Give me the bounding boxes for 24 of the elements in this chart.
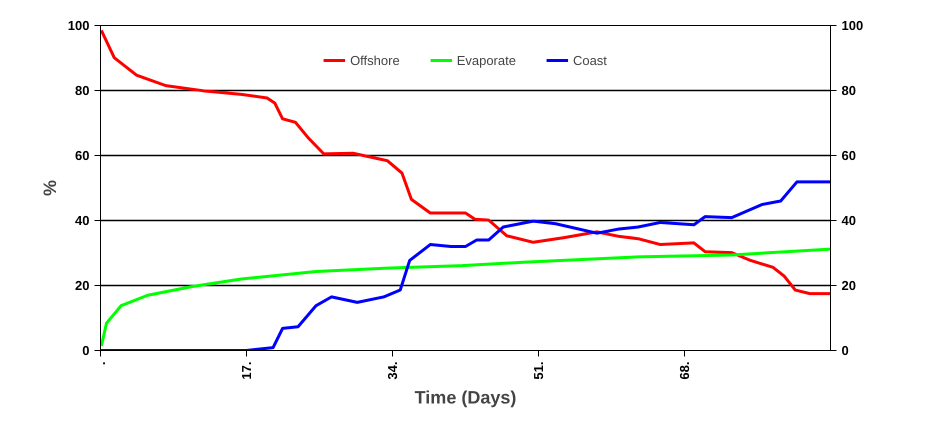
- x-tick-label: 51.: [531, 361, 546, 380]
- y-axis-title: %: [40, 180, 60, 196]
- y2-tick-label: 80: [842, 83, 856, 98]
- y2-tick-label: 20: [842, 278, 856, 293]
- x-tick-label: 68.: [677, 361, 692, 380]
- line-series: [100, 248, 830, 348]
- y2-tick-label: 40: [842, 213, 856, 228]
- line-series: [100, 28, 830, 296]
- y-tick-label: 80: [75, 83, 90, 98]
- y2-tick-label: 60: [842, 148, 856, 163]
- y2-tick-label: 0: [842, 343, 849, 358]
- x-axis-title: Time (Days): [414, 388, 516, 408]
- x-tick-label: .: [93, 361, 108, 366]
- legend-label: Offshore: [350, 52, 400, 68]
- y-tick-label: 0: [82, 343, 90, 358]
- y-tick-label: 20: [75, 278, 90, 293]
- x-tick-label: 17.: [239, 361, 254, 380]
- x-tick-label: 34.: [385, 361, 400, 380]
- legend-label: Evaporate: [456, 52, 516, 68]
- legend-label: Coast: [572, 52, 607, 68]
- y-tick-label: 40: [75, 213, 90, 228]
- y-tick-label: 100: [68, 18, 90, 33]
- y2-tick-label: 100: [842, 18, 864, 33]
- y-tick-label: 60: [75, 148, 90, 163]
